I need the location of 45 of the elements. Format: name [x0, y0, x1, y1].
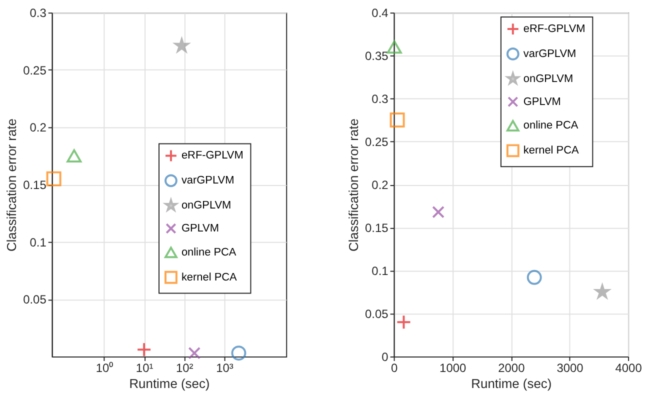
- x-tick-label: 10¹: [136, 360, 154, 375]
- y-tick-label: 0.25: [365, 135, 389, 150]
- point: [432, 206, 444, 218]
- legend-label: online PCA: [181, 246, 237, 258]
- x-axis-title: Runtime (sec): [129, 376, 210, 391]
- legend-label: GPLVM: [181, 222, 219, 234]
- x-tick-label: 0: [390, 360, 398, 375]
- x-tick-label: 10⁰: [96, 360, 114, 375]
- legend-label: eRF-GPLVM: [181, 150, 244, 162]
- y-tick-label: 0.3: [372, 92, 389, 106]
- legend-label: GPLVM: [523, 96, 561, 108]
- x-tick-label: 2000: [498, 360, 526, 375]
- y-tick-label: 0.1: [372, 264, 389, 278]
- y-tick-label: 0.3: [30, 6, 47, 20]
- y-tick-label: 0.4: [372, 6, 389, 20]
- legend-label: kernel PCA: [523, 144, 580, 157]
- y-tick-label: 0.2: [30, 120, 47, 135]
- x-tick-label: 3000: [556, 360, 584, 375]
- point: [390, 112, 405, 128]
- point: [396, 314, 412, 330]
- y-tick-label: 0.1: [30, 235, 47, 250]
- y-tick-label: 0.15: [365, 221, 389, 236]
- legend-label: varGPLVM: [523, 48, 576, 60]
- y-tick-label: 0.15: [23, 178, 47, 192]
- y-tick-label: 0: [382, 350, 389, 364]
- point: [526, 270, 542, 285]
- y-tick-label: 0.05: [365, 307, 389, 322]
- legend-label: online PCA: [523, 120, 579, 132]
- x-tick-label: 10²: [176, 360, 194, 375]
- y-tick-label: 0.2: [372, 178, 389, 192]
- legend-label: kernel PCA: [181, 271, 238, 284]
- x-axis-title: Runtime (sec): [471, 376, 552, 391]
- legend-label: onGPLVM: [181, 200, 232, 212]
- y-tick-label: 0.05: [23, 292, 47, 307]
- x-tick-label: 4000: [615, 360, 642, 375]
- y-tick-label: 0.25: [23, 63, 47, 78]
- y-axis-title: Classification error rate: [4, 118, 20, 252]
- point: [386, 40, 402, 54]
- legend-label: onGPLVM: [523, 72, 574, 85]
- y-tick-label: 0.35: [365, 49, 389, 64]
- x-tick-label: 10³: [216, 360, 234, 375]
- y-axis-title: Classification error rate: [346, 118, 362, 252]
- legend-label: varGPLVM: [181, 174, 234, 187]
- legend-label: eRF-GPLVM: [523, 23, 586, 36]
- x-tick-label: 1000: [440, 360, 466, 375]
